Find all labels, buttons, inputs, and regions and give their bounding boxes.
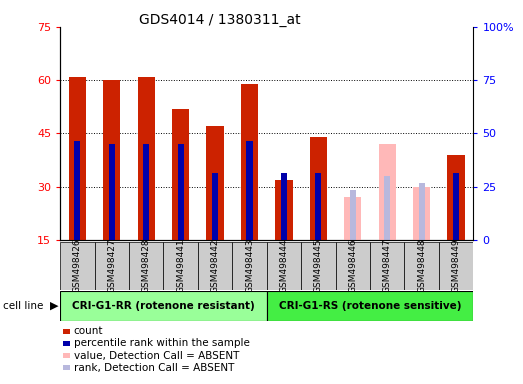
Bar bbox=[344, 197, 361, 240]
Text: percentile rank within the sample: percentile rank within the sample bbox=[74, 338, 249, 348]
Bar bbox=[350, 190, 356, 240]
Bar bbox=[232, 242, 267, 290]
Text: value, Detection Call = ABSENT: value, Detection Call = ABSENT bbox=[74, 351, 239, 361]
Text: count: count bbox=[74, 326, 103, 336]
Bar bbox=[448, 155, 465, 240]
Bar bbox=[336, 242, 370, 290]
Bar bbox=[207, 126, 224, 240]
Bar bbox=[370, 242, 404, 290]
Text: GSM498447: GSM498447 bbox=[383, 238, 392, 293]
Bar bbox=[198, 242, 232, 290]
Bar bbox=[177, 144, 184, 240]
Text: cell line: cell line bbox=[3, 301, 43, 311]
Bar bbox=[413, 187, 430, 240]
Text: GSM498426: GSM498426 bbox=[73, 238, 82, 293]
Text: GSM498446: GSM498446 bbox=[348, 238, 357, 293]
Bar bbox=[69, 77, 86, 240]
Text: ▶: ▶ bbox=[50, 301, 58, 311]
Bar bbox=[241, 84, 258, 240]
Text: rank, Detection Call = ABSENT: rank, Detection Call = ABSENT bbox=[74, 363, 234, 373]
Bar bbox=[418, 183, 425, 240]
Bar bbox=[267, 291, 473, 321]
Bar bbox=[143, 144, 150, 240]
Bar bbox=[384, 176, 390, 240]
Bar bbox=[163, 242, 198, 290]
Bar bbox=[109, 144, 115, 240]
Bar bbox=[404, 242, 439, 290]
Text: GSM498449: GSM498449 bbox=[451, 238, 461, 293]
Text: GSM498448: GSM498448 bbox=[417, 238, 426, 293]
Bar bbox=[138, 77, 155, 240]
Bar bbox=[172, 109, 189, 240]
Text: GSM498445: GSM498445 bbox=[314, 238, 323, 293]
Bar bbox=[74, 141, 81, 240]
Bar bbox=[103, 80, 120, 240]
Bar bbox=[275, 180, 292, 240]
Text: GSM498443: GSM498443 bbox=[245, 238, 254, 293]
Bar bbox=[315, 172, 322, 240]
Text: GSM498442: GSM498442 bbox=[211, 239, 220, 293]
Text: GSM498428: GSM498428 bbox=[142, 238, 151, 293]
Text: CRI-G1-RR (rotenone resistant): CRI-G1-RR (rotenone resistant) bbox=[72, 301, 255, 311]
Bar bbox=[129, 242, 163, 290]
Text: GSM498444: GSM498444 bbox=[279, 239, 289, 293]
Bar bbox=[60, 242, 95, 290]
Bar bbox=[95, 242, 129, 290]
Bar bbox=[453, 172, 459, 240]
Bar bbox=[246, 141, 253, 240]
Text: GSM498427: GSM498427 bbox=[107, 238, 116, 293]
Bar bbox=[281, 172, 287, 240]
Text: GSM498441: GSM498441 bbox=[176, 238, 185, 293]
Text: GDS4014 / 1380311_at: GDS4014 / 1380311_at bbox=[139, 13, 301, 27]
Bar bbox=[310, 137, 327, 240]
Bar bbox=[439, 242, 473, 290]
Bar bbox=[212, 172, 218, 240]
Bar bbox=[379, 144, 396, 240]
Bar bbox=[60, 291, 267, 321]
Bar bbox=[267, 242, 301, 290]
Text: CRI-G1-RS (rotenone sensitive): CRI-G1-RS (rotenone sensitive) bbox=[279, 301, 461, 311]
Bar bbox=[301, 242, 336, 290]
